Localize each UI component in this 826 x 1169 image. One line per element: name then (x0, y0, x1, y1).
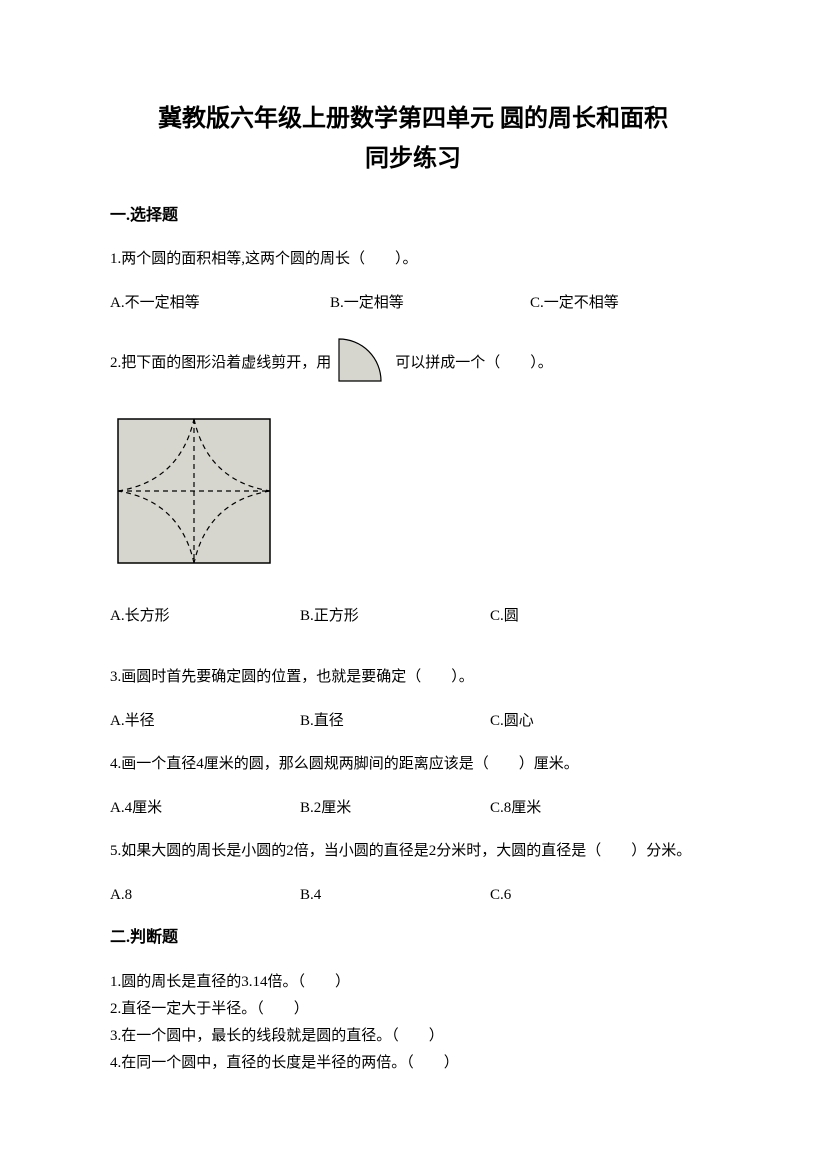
q4-option-a: A.4厘米 (110, 796, 300, 820)
page-title-line2: 同步练习 (110, 140, 716, 178)
judgment-4: 4.在同一个圆中，直径的长度是半径的两倍。（ ） (110, 1050, 716, 1077)
q3-option-b: B.直径 (300, 709, 490, 733)
judgment-1: 1.圆的周长是直径的3.14倍。（ ） (110, 969, 716, 996)
question-2: 2.把下面的图形沿着虚线剪开，用 可以拼成一个（ ）。 (110, 333, 716, 393)
q3-option-c: C.圆心 (490, 709, 716, 733)
q4-option-c: C.8厘米 (490, 796, 716, 820)
question-3-options: A.半径 B.直径 C.圆心 (110, 709, 716, 733)
q2-quarter-circle-icon (337, 333, 389, 393)
q4-option-b: B.2厘米 (300, 796, 490, 820)
question-5: 5.如果大圆的周长是小圆的2倍，当小圆的直径是2分米时，大圆的直径是（ ）分米。 (110, 838, 716, 865)
question-1-options: A.不一定相等 B.一定相等 C.一定不相等 (110, 291, 716, 315)
question-3: 3.画圆时首先要确定圆的位置，也就是要确定（ ）。 (110, 664, 716, 691)
q5-option-a: A.8 (110, 883, 300, 907)
judgment-list: 1.圆的周长是直径的3.14倍。（ ） 2.直径一定大于半径。（ ） 3.在一个… (110, 969, 716, 1077)
q5-option-b: B.4 (300, 883, 490, 907)
q2-text-post: 可以拼成一个（ ）。 (395, 350, 553, 377)
page-title-line1: 冀教版六年级上册数学第四单元 圆的周长和面积 (110, 100, 716, 138)
question-4-options: A.4厘米 B.2厘米 C.8厘米 (110, 796, 716, 820)
q2-option-a: A.长方形 (110, 604, 300, 628)
q2-square-diagram (110, 411, 716, 580)
question-5-options: A.8 B.4 C.6 (110, 883, 716, 907)
judgment-3: 3.在一个圆中，最长的线段就是圆的直径。（ ） (110, 1023, 716, 1050)
q1-option-c: C.一定不相等 (530, 291, 716, 315)
section-1-title: 一.选择题 (110, 203, 716, 229)
judgment-2: 2.直径一定大于半径。（ ） (110, 996, 716, 1023)
q2-text-pre: 2.把下面的图形沿着虚线剪开，用 (110, 350, 331, 377)
q3-option-a: A.半径 (110, 709, 300, 733)
q1-option-a: A.不一定相等 (110, 291, 330, 315)
q2-option-b: B.正方形 (300, 604, 490, 628)
section-2-title: 二.判断题 (110, 925, 716, 951)
q1-option-b: B.一定相等 (330, 291, 530, 315)
spacer (110, 646, 716, 664)
question-1: 1.两个圆的面积相等,这两个圆的周长（ ）。 (110, 246, 716, 273)
q2-option-c: C.圆 (490, 604, 716, 628)
q5-option-c: C.6 (490, 883, 716, 907)
question-4: 4.画一个直径4厘米的圆，那么圆规两脚间的距离应该是（ ）厘米。 (110, 751, 716, 778)
question-2-options: A.长方形 B.正方形 C.圆 (110, 604, 716, 628)
